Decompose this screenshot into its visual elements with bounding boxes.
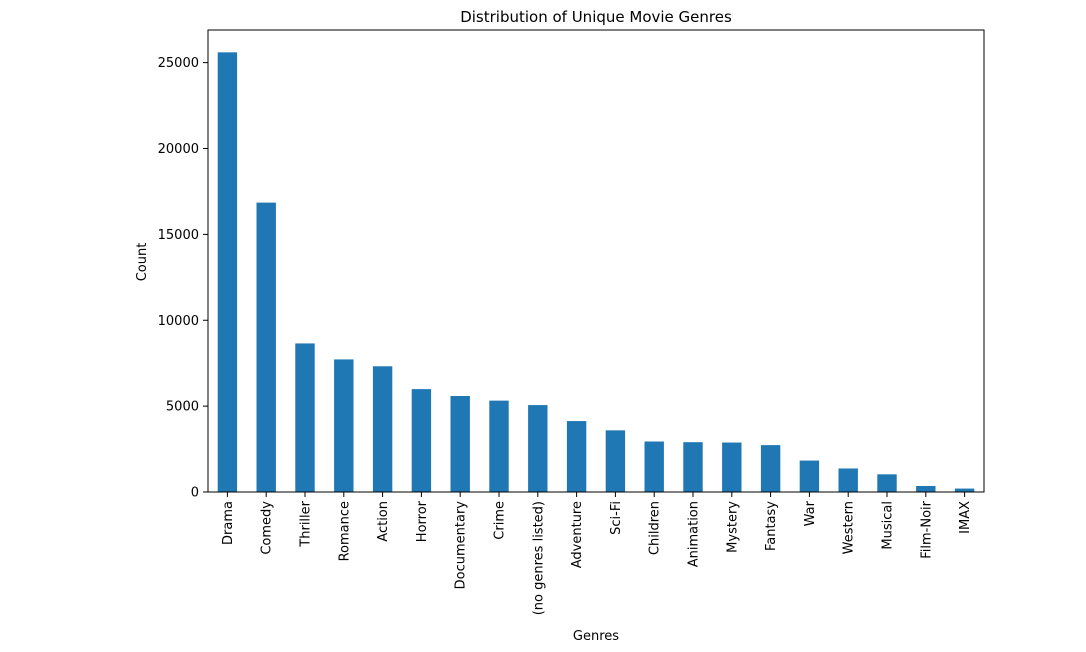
plot-frame	[207, 29, 985, 493]
bar-mystery	[722, 442, 742, 492]
x-tick-label: (no genres listed)	[531, 501, 546, 615]
bar-romance	[334, 359, 354, 492]
x-tick-label: Adventure	[570, 501, 585, 568]
y-tick-label: 10000	[158, 314, 199, 329]
bar-children	[644, 441, 664, 492]
bar-horror	[411, 389, 432, 492]
bar-animation	[683, 442, 703, 492]
x-axis: Drama Comedy Thriller Romance Action Horror Do…	[221, 492, 973, 615]
bar-musical	[877, 474, 897, 492]
bar-action	[372, 366, 393, 492]
bar-sci-fi	[605, 430, 626, 492]
bar-western	[838, 468, 858, 492]
x-tick-label: Mystery	[725, 501, 740, 553]
x-tick-label: Western	[842, 501, 857, 554]
bar-documentary	[450, 395, 470, 492]
x-tick-label: Animation	[687, 501, 702, 567]
bar-film-noir	[916, 485, 936, 492]
x-tick-label: IMAX	[958, 501, 973, 534]
bar-comedy	[256, 202, 276, 493]
y-tick-label: 20000	[158, 142, 199, 157]
x-tick-label: Thriller	[299, 500, 314, 547]
chart-title: Distribution of Unique Movie Genres	[460, 8, 732, 26]
bar-adventure	[566, 421, 587, 492]
bar-no-genres-listed	[528, 405, 548, 492]
x-tick-label: Romance	[337, 501, 352, 561]
bar-fantasy	[760, 445, 781, 492]
x-axis-label: Genres	[573, 629, 619, 644]
x-tick-label: Sci-Fi	[609, 501, 624, 535]
x-tick-label: Musical	[881, 501, 896, 550]
x-tick-label: Action	[376, 501, 391, 542]
x-tick-label: Horror	[415, 500, 430, 542]
x-tick-label: Children	[648, 501, 663, 555]
y-tick-label: 25000	[158, 56, 199, 71]
bar-thriller	[295, 343, 315, 492]
bar-war	[799, 460, 820, 492]
y-axis-label: Count	[135, 243, 150, 282]
y-tick-label: 0	[191, 486, 199, 501]
y-tick-label: 5000	[166, 400, 199, 415]
x-tick-label: Documentary	[454, 501, 469, 590]
y-axis: 0 5000 10000 15000 20000 25000	[158, 56, 208, 501]
x-tick-label: Film-Noir	[919, 500, 934, 558]
x-tick-label: Comedy	[260, 501, 275, 555]
bar-imax	[954, 488, 975, 492]
plot-area	[217, 52, 975, 493]
x-tick-label: Crime	[493, 501, 508, 540]
bar-crime	[489, 400, 509, 492]
x-tick-label: Drama	[221, 501, 236, 545]
x-tick-label: Fantasy	[764, 501, 779, 551]
bar-drama	[217, 52, 238, 492]
y-tick-label: 15000	[158, 228, 199, 243]
x-tick-label: War	[803, 500, 818, 526]
